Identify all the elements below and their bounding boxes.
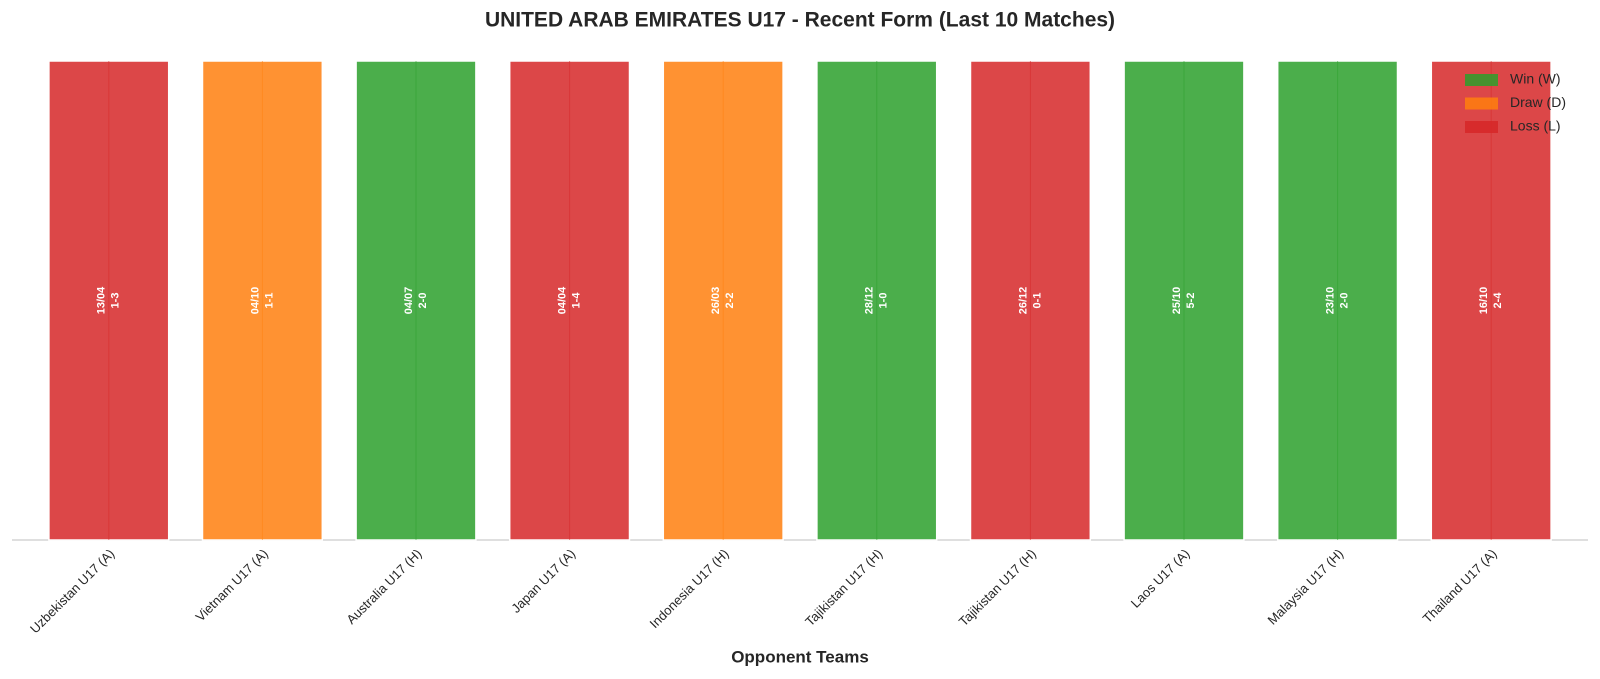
legend-swatch — [1465, 97, 1498, 110]
legend-swatch — [1465, 121, 1498, 133]
score-label: 0-1 — [1031, 293, 1043, 309]
x-tick-label: Uzbekistan U17 (A) — [27, 546, 117, 636]
score-label: 2-4 — [1492, 292, 1504, 309]
legend-label: Loss (L) — [1510, 118, 1561, 134]
date-label: 13/04 — [96, 286, 108, 314]
score-label: 1-3 — [110, 293, 122, 309]
x-tick-label: Laos U17 (A) — [1128, 546, 1193, 611]
x-tick-label: Tajikistan U17 (H) — [802, 546, 885, 629]
score-label: 2-0 — [1339, 293, 1351, 309]
x-tick-label: Indonesia U17 (H) — [647, 546, 732, 631]
x-tick-label: Japan U17 (A) — [508, 546, 578, 616]
score-label: 1-4 — [571, 292, 583, 309]
date-label: 25/10 — [1171, 287, 1183, 315]
x-axis-label: Opponent Teams — [731, 647, 869, 666]
date-label: 04/10 — [249, 287, 261, 315]
chart-title: UNITED ARAB EMIRATES U17 - Recent Form (… — [485, 9, 1115, 32]
date-label: 26/12 — [1017, 287, 1029, 315]
legend-label: Win (W) — [1510, 71, 1561, 87]
score-label: 2-0 — [417, 293, 429, 309]
x-tick-label: Australia U17 (H) — [343, 546, 424, 627]
date-label: 23/10 — [1325, 287, 1337, 315]
score-label: 5-2 — [1185, 293, 1197, 309]
legend-label: Draw (D) — [1510, 94, 1566, 110]
date-label: 26/03 — [710, 287, 722, 315]
x-tick-label: Vietnam U17 (A) — [193, 546, 271, 624]
legend-swatch — [1465, 74, 1498, 86]
date-label: 28/12 — [864, 287, 876, 315]
score-label: 2-2 — [724, 293, 736, 309]
date-label: 04/07 — [403, 287, 415, 315]
x-tick-label: Malaysia U17 (H) — [1265, 546, 1347, 628]
score-label: 1-1 — [263, 293, 275, 309]
date-label: 04/04 — [557, 286, 569, 314]
x-tick-label: Thailand U17 (A) — [1420, 546, 1500, 626]
date-label: 16/10 — [1478, 287, 1490, 315]
score-label: 1-0 — [878, 293, 890, 309]
x-tick-label: Tajikistan U17 (H) — [956, 546, 1039, 629]
